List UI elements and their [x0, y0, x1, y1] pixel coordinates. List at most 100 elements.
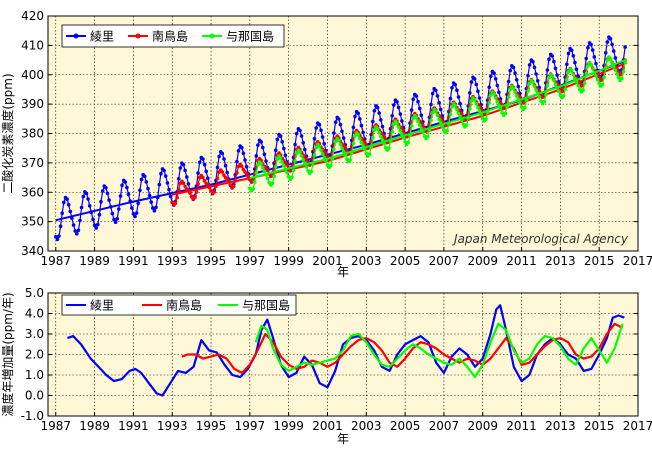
data-point: [314, 126, 319, 130]
data-point: [146, 186, 150, 191]
data-point: [550, 74, 555, 79]
legend: 綾里 南鳥島 与那国島: [61, 294, 297, 316]
data-point: [204, 169, 208, 174]
data-point: [181, 163, 186, 167]
data-point: [115, 217, 119, 221]
y-tick-label: 400: [21, 68, 44, 82]
data-point: [294, 151, 299, 155]
data-point: [291, 168, 296, 173]
x-tick-label: 2003: [351, 419, 382, 433]
data-point: [60, 211, 64, 215]
data-point: [134, 211, 139, 215]
data-point: [113, 220, 118, 224]
data-point: [450, 86, 454, 90]
x-tick-label: 2005: [390, 419, 421, 433]
data-point: [73, 229, 77, 233]
data-point: [162, 168, 166, 173]
data-point: [553, 82, 558, 87]
x-tick-label: 2009: [467, 419, 498, 433]
data-point: [131, 212, 136, 216]
data-point: [477, 96, 482, 100]
data-point: [317, 144, 322, 149]
data-point: [390, 114, 395, 118]
data-point: [547, 75, 551, 80]
x-tick-label: 2011: [506, 254, 537, 268]
data-point: [222, 157, 226, 161]
x-tick-label: 1987: [40, 419, 71, 433]
data-point: [236, 149, 241, 153]
data-point: [602, 75, 606, 80]
x-tick-label: 2013: [545, 419, 576, 433]
data-point: [196, 182, 200, 186]
data-point: [163, 174, 168, 178]
data-point: [58, 224, 63, 228]
y-tick-label: 3.0: [25, 327, 44, 341]
data-point: [569, 68, 574, 73]
data-point: [304, 157, 309, 162]
data-point: [176, 177, 181, 181]
data-point: [610, 61, 614, 65]
legend-marker: [135, 33, 141, 39]
y-axis-title: 濃度年増加量(ppm/年): [0, 292, 15, 416]
data-point: [285, 163, 289, 167]
legend: 綾里 南鳥島 与那国島: [61, 24, 285, 48]
data-point: [264, 159, 268, 163]
data-point: [492, 92, 496, 96]
data-point: [434, 88, 438, 93]
data-point: [615, 72, 619, 76]
x-tick-label: 1999: [273, 419, 304, 433]
data-point: [254, 170, 259, 175]
data-point: [262, 169, 267, 174]
data-point: [294, 131, 299, 136]
data-point: [623, 45, 627, 49]
data-point: [440, 118, 445, 122]
data-point: [175, 195, 179, 200]
data-point: [435, 94, 440, 98]
data-point: [430, 91, 435, 96]
data-point: [312, 153, 317, 157]
data-point: [201, 175, 205, 180]
data-point: [251, 187, 255, 191]
data-point: [392, 103, 396, 107]
data-point: [225, 170, 229, 175]
x-tick-label: 1987: [40, 254, 71, 268]
y-tick-label: 410: [21, 38, 44, 52]
data-point: [157, 182, 162, 187]
data-point: [194, 190, 199, 194]
x-tick-label: 2017: [623, 254, 652, 268]
data-point: [319, 148, 323, 153]
data-point: [552, 59, 556, 64]
data-point: [398, 129, 403, 133]
data-point: [206, 176, 210, 180]
data-point: [542, 99, 546, 104]
data-point: [104, 186, 108, 190]
data-point: [359, 123, 364, 128]
data-point: [243, 158, 247, 162]
data-point: [594, 61, 598, 66]
data-point: [202, 162, 207, 167]
x-tick-label: 1997: [235, 419, 266, 433]
data-point: [220, 151, 225, 156]
y-tick-label: 1.0: [25, 368, 44, 382]
data-point: [513, 71, 517, 75]
data-point: [118, 194, 123, 198]
data-point: [367, 152, 372, 156]
growth-line: [254, 322, 624, 379]
data-point: [456, 95, 461, 99]
x-tick-label: 1999: [273, 254, 304, 268]
data-point: [458, 101, 462, 106]
data-point: [419, 126, 424, 131]
data-point: [511, 86, 516, 90]
data-point: [581, 88, 585, 92]
data-point: [212, 190, 217, 194]
data-point: [358, 136, 362, 141]
data-point: [324, 151, 328, 156]
data-point: [92, 223, 97, 228]
data-point: [278, 134, 283, 138]
data-point: [359, 140, 364, 145]
legend-label: 綾里: [90, 298, 114, 313]
growth-line: [181, 322, 624, 374]
data-point: [159, 171, 163, 176]
x-tick-label: 1993: [157, 254, 188, 268]
